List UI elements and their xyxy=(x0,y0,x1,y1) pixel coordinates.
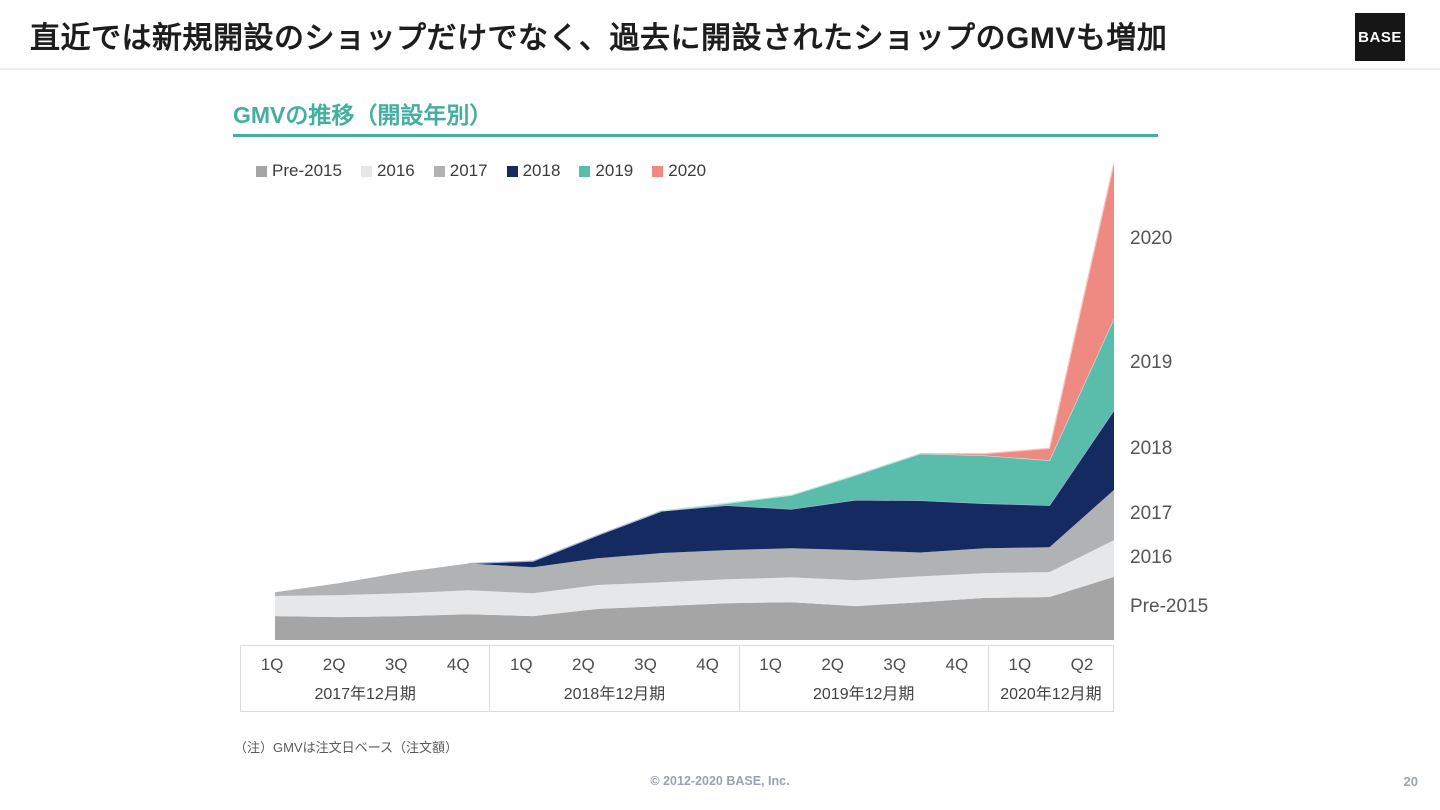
legend-label: 2017 xyxy=(449,161,488,180)
area-2017 xyxy=(275,489,1114,596)
area-2016 xyxy=(275,540,1114,618)
fiscal-year-label: 2017年12月期 xyxy=(314,686,416,704)
plot-area xyxy=(240,155,1114,640)
area-2019 xyxy=(275,318,1114,593)
legend-swatch-2018 xyxy=(506,165,518,177)
legend-swatch-2016 xyxy=(360,165,372,177)
band-label-2016: 2016 xyxy=(1130,546,1173,568)
chart-title-underline xyxy=(233,134,1158,137)
band-label-2017: 2017 xyxy=(1130,503,1173,524)
fiscal-year-label: 2020年12月期 xyxy=(1000,686,1102,704)
quarter-label: 1Q xyxy=(759,654,782,674)
axis-group-2017年12月期: 1Q 2Q 3Q 4Q 2017年12月期 xyxy=(241,646,489,711)
legend-label: Pre-2015 xyxy=(272,161,342,180)
legend-swatch-2017 xyxy=(433,165,445,177)
legend-swatch-2020 xyxy=(652,165,664,177)
quarter-label: 3Q xyxy=(883,654,907,674)
quarter-label: 1Q xyxy=(260,654,284,674)
quarter-row: 1Q 2Q 3Q 4Q xyxy=(740,646,988,679)
legend-item-2017: 2017 xyxy=(433,161,488,181)
quarter-row: 1Q Q2 xyxy=(989,646,1113,679)
band-label-2018: 2018 xyxy=(1130,437,1173,459)
axis-group-2019年12月期: 1Q 2Q 3Q 4Q 2019年12月期 xyxy=(738,646,988,711)
stacked-area-plot xyxy=(275,162,1114,640)
quarter-label: 2Q xyxy=(572,654,595,674)
legend-label: 2020 xyxy=(668,161,707,180)
legend-label: 2018 xyxy=(522,161,561,180)
edge-2020 xyxy=(920,162,1114,455)
quarter-label: 3Q xyxy=(384,654,408,674)
area-Pre-2015 xyxy=(275,576,1114,640)
right-labels: Pre-2015 2016 2017 2018 2019 2020 xyxy=(1130,155,1240,640)
quarter-label: 1Q xyxy=(1008,654,1032,674)
x-axis-table: 1Q 2Q 3Q 4Q 2017年12月期 1Q 2Q 3Q 4Q 2018年12月期 1Q 2Q 3Q… xyxy=(240,645,1114,712)
legend: Pre-2015 2016 2017 2018 2019 2020 xyxy=(256,161,706,181)
fiscal-year-label: 2019年12月期 xyxy=(813,686,915,704)
quarter-row: 1Q 2Q 3Q 4Q xyxy=(241,646,489,679)
legend-item-Pre-2015: Pre-2015 xyxy=(256,161,342,181)
quarter-label: 4Q xyxy=(696,654,719,674)
page-number: 20 xyxy=(1403,774,1418,789)
quarter-label: 1Q xyxy=(509,654,533,674)
header-divider xyxy=(0,68,1440,70)
quarter-label: Q2 xyxy=(1070,654,1094,674)
legend-swatch-Pre-2015 xyxy=(256,165,267,177)
legend-item-2018: 2018 xyxy=(506,161,561,181)
quarter-label: 4Q xyxy=(446,654,470,674)
edge-2019 xyxy=(662,318,1114,512)
legend-item-2016: 2016 xyxy=(360,161,415,181)
axis-group-2018年12月期: 1Q 2Q 3Q 4Q 2018年12月期 xyxy=(489,646,738,711)
band-label-2020: 2020 xyxy=(1130,228,1173,250)
quarter-label: 2Q xyxy=(322,654,346,674)
quarter-label: 3Q xyxy=(634,654,657,674)
quarter-row: 1Q 2Q 3Q 4Q xyxy=(490,646,738,679)
area-2018 xyxy=(275,410,1114,593)
legend-swatch-2019 xyxy=(579,165,591,177)
legend-label: 2019 xyxy=(595,161,634,180)
footnote: （注）GMVは注文日ベース（注文額） xyxy=(234,740,458,755)
legend-item-2020: 2020 xyxy=(652,161,706,181)
base-logo: BASE xyxy=(1355,13,1405,61)
quarter-label: 2Q xyxy=(821,654,845,674)
base-logo-text: BASE xyxy=(1358,28,1402,46)
legend-item-2019: 2019 xyxy=(579,161,633,181)
copyright: © 2012-2020 BASE, Inc. xyxy=(650,774,790,788)
band-label-Pre-2015: Pre-2015 xyxy=(1130,596,1209,618)
legend-label: 2016 xyxy=(376,161,415,180)
fiscal-year-label: 2018年12月期 xyxy=(563,686,666,704)
quarter-label: 4Q xyxy=(945,654,969,674)
band-label-2019: 2019 xyxy=(1130,352,1173,374)
axis-group-2020年12月期: 1Q Q2 2020年12月期 xyxy=(987,646,1113,711)
slide-title: 直近では新規開設のショップだけでなく、過去に開設されたショップのGMVも増加 xyxy=(30,22,1168,55)
chart-title: GMVの推移（開設年別） xyxy=(233,102,493,128)
